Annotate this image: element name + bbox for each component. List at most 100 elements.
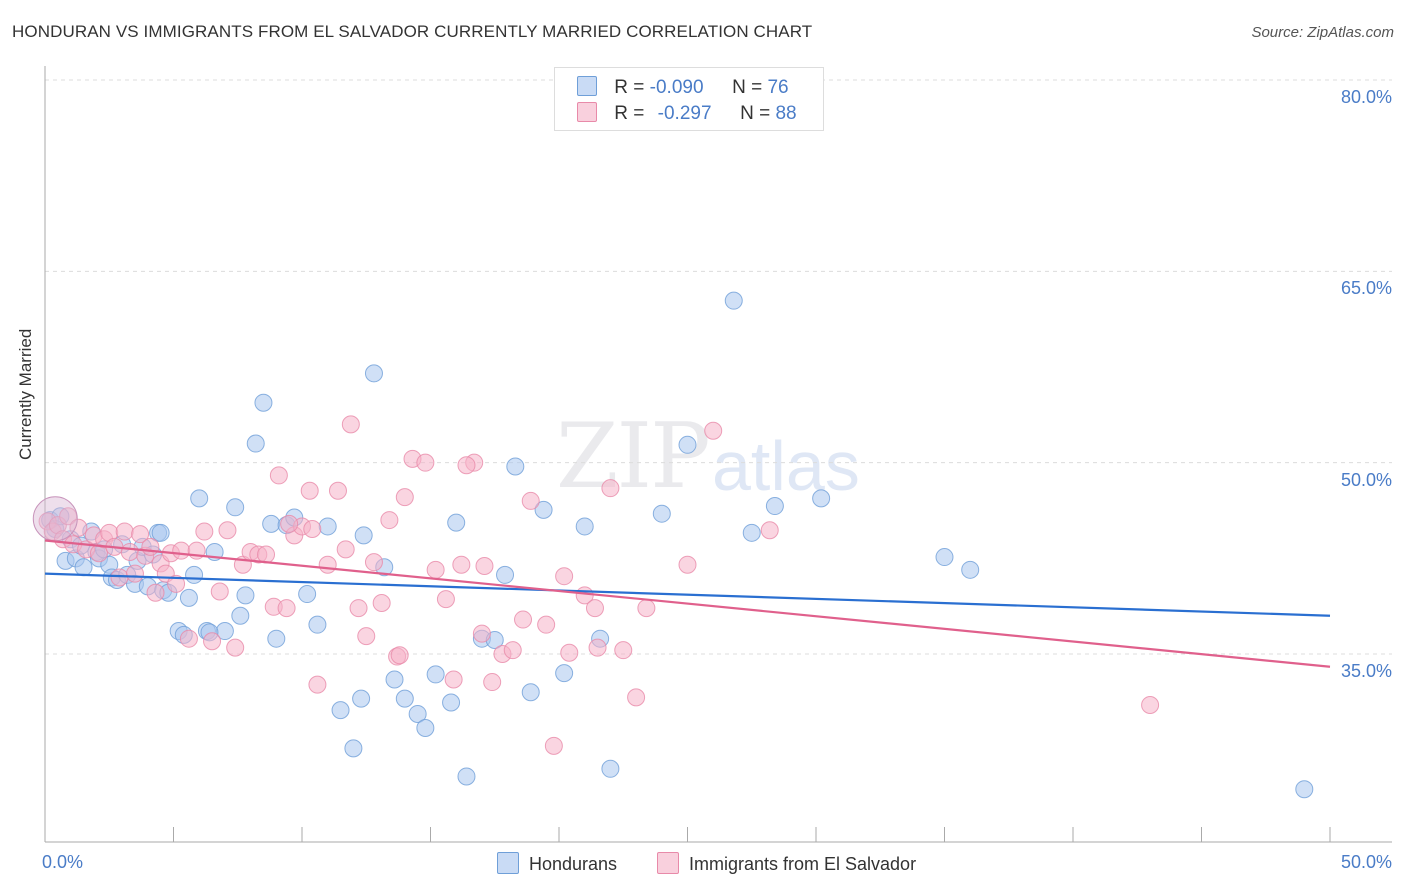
- el-salvador-point: [203, 632, 222, 651]
- honduran-point: [416, 718, 435, 737]
- x-tick-label-max: 50.0%: [1340, 852, 1392, 872]
- el-salvador-trend-line: [44, 539, 1331, 668]
- legend-n-value-hondurans: 76: [767, 77, 789, 98]
- el-salvador-point: [627, 688, 646, 707]
- legend-row-el-salvador: R = -0.297 N = 88: [577, 102, 797, 126]
- honduran-point: [74, 558, 93, 577]
- el-salvador-point: [457, 456, 476, 475]
- el-salvador-point: [444, 670, 463, 689]
- el-salvador-point: [364, 553, 383, 572]
- chart-title: HONDURAN VS IMMIGRANTS FROM EL SALVADOR …: [12, 22, 813, 41]
- honduran-point: [179, 588, 198, 607]
- el-salvador-point: [280, 514, 299, 533]
- honduran-point: [961, 560, 980, 579]
- honduran-point: [724, 291, 743, 310]
- y-tick-label: 65.0%: [1340, 278, 1392, 299]
- el-salvador-point: [1141, 696, 1160, 715]
- el-salvador-point: [167, 574, 186, 593]
- legend-n-label: N =: [740, 103, 776, 124]
- honduran-point: [765, 497, 784, 516]
- legend-r-label: R =: [614, 77, 650, 98]
- honduran-point: [354, 526, 373, 545]
- y-tick-label: 35.0%: [1340, 661, 1392, 681]
- honduran-point: [678, 435, 697, 454]
- honduran-point: [408, 704, 427, 723]
- honduran-trend-line: [44, 572, 1331, 617]
- legend-r-value-hondurans: -0.090: [649, 77, 704, 98]
- el-salvador-point: [179, 629, 198, 648]
- legend-row-hondurans: R = -0.090 N = 76: [577, 76, 789, 100]
- honduran-point: [254, 393, 273, 412]
- chart-source: Source: ZipAtlas.com: [1251, 24, 1394, 41]
- el-salvador-point: [483, 673, 502, 692]
- honduran-point: [308, 615, 327, 634]
- y-axis-label: Currently Married: [16, 328, 35, 460]
- el-salvador-point: [555, 567, 574, 586]
- el-salvador-point: [426, 560, 445, 579]
- el-salvador-point: [678, 555, 697, 574]
- honduran-point: [447, 513, 466, 532]
- el-salvador-point: [704, 421, 723, 440]
- watermark-zip: ZIP: [556, 404, 711, 509]
- el-salvador-point: [303, 519, 322, 538]
- honduran-point: [534, 500, 553, 519]
- honduran-point: [601, 759, 620, 778]
- el-salvador-point: [146, 583, 165, 602]
- el-salvador-point: [300, 481, 319, 500]
- el-salvador-point: [544, 736, 563, 755]
- honduran-point: [298, 585, 317, 604]
- honduran-point: [352, 689, 371, 708]
- el-salvador-point: [125, 564, 144, 583]
- el-salvador-point: [269, 466, 288, 485]
- el-salvador-point: [195, 522, 214, 541]
- honduran-point: [442, 693, 461, 712]
- overlap-point: [32, 496, 78, 542]
- legend-swatch-hondurans: [577, 76, 597, 96]
- el-salvador-point: [59, 507, 78, 526]
- legend-item-hondurans: Hondurans: [497, 852, 617, 875]
- honduran-point: [236, 586, 255, 605]
- honduran-point: [652, 504, 671, 523]
- el-salvador-point: [585, 599, 604, 618]
- el-salvador-point: [172, 541, 191, 560]
- stats-legend: R = -0.090 N = 76 R = -0.297 N = 88: [554, 67, 824, 131]
- el-salvador-point: [226, 638, 245, 657]
- honduran-point: [364, 364, 383, 383]
- el-salvador-point: [452, 555, 471, 574]
- el-salvador-point: [141, 537, 160, 556]
- honduran-point: [185, 565, 204, 584]
- honduran-point: [267, 629, 286, 648]
- legend-r-label: R =: [614, 103, 650, 124]
- el-salvador-point: [357, 627, 376, 646]
- el-salvador-point: [416, 453, 435, 472]
- el-salvador-point: [257, 545, 276, 564]
- honduran-point: [575, 517, 594, 536]
- el-salvador-point: [395, 488, 414, 507]
- el-salvador-point: [318, 555, 337, 574]
- y-tick-label: 50.0%: [1340, 469, 1392, 490]
- el-salvador-point: [436, 590, 455, 609]
- el-salvador-point: [475, 556, 494, 575]
- honduran-point: [506, 457, 525, 476]
- legend-swatch-el-salvador: [577, 102, 597, 122]
- honduran-point: [318, 517, 337, 536]
- el-salvador-point: [131, 525, 150, 544]
- el-salvador-point: [120, 542, 139, 561]
- el-salvador-point: [472, 624, 491, 643]
- el-salvador-point: [69, 518, 88, 537]
- honduran-point: [246, 434, 265, 453]
- legend-label-el-salvador: Immigrants from El Salvador: [689, 854, 917, 874]
- honduran-point: [426, 665, 445, 684]
- el-salvador-point: [560, 643, 579, 662]
- honduran-point: [385, 670, 404, 689]
- honduran-point: [262, 514, 281, 533]
- honduran-point: [344, 739, 363, 758]
- el-salvador-point: [760, 521, 779, 540]
- el-salvador-point: [601, 479, 620, 498]
- el-salvador-point: [277, 599, 296, 618]
- legend-swatch-hondurans: [497, 852, 519, 874]
- legend-n-label: N =: [732, 77, 768, 98]
- el-salvador-point: [637, 599, 656, 618]
- honduran-point: [555, 664, 574, 683]
